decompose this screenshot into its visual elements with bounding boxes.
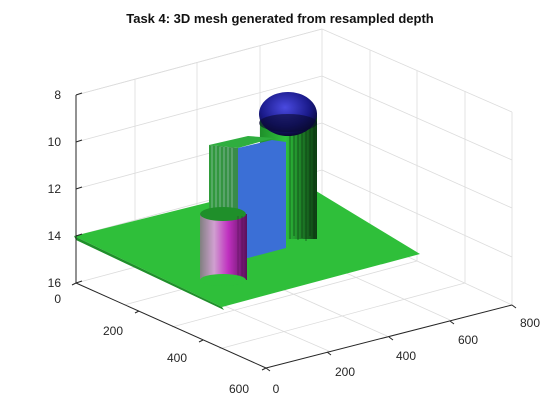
- magenta-cylinder: [200, 207, 247, 286]
- x-tick-label: 600: [229, 382, 249, 396]
- x-axis-line: [75, 282, 267, 369]
- z-tick-label: 10: [48, 135, 62, 149]
- mesh-surface: [74, 92, 420, 310]
- z-tick-label: 8: [54, 88, 61, 102]
- x-axis-ticks: 0 200 400 600: [54, 282, 267, 396]
- magenta-cylinder-top: [200, 207, 246, 221]
- y-tick-label: 200: [335, 365, 355, 379]
- blue-box-top: [209, 136, 274, 148]
- y-tick-label: 0: [273, 382, 280, 396]
- x-tick-label: 400: [167, 351, 187, 365]
- x-tick-label: 0: [54, 292, 61, 306]
- chart-title: Task 4: 3D mesh generated from resampled…: [126, 11, 434, 26]
- y-axis-ticks: 0 200 400 600 800: [265, 304, 540, 396]
- y-tick-label: 800: [520, 316, 540, 330]
- y-tick-label: 400: [396, 349, 416, 363]
- base-plane-shade: [74, 236, 224, 310]
- grid-top-back-right: [321, 28, 513, 113]
- y-axis-line: [265, 304, 513, 369]
- blue-box-right-face: [238, 140, 286, 258]
- z-tick-label: 16: [48, 276, 62, 290]
- axes: 8 10 12 14 16 0 200 400 600 0 200 400 60…: [48, 88, 541, 396]
- z-axis-ticks: 8 10 12 14 16: [48, 88, 83, 290]
- x-tick-label: 200: [103, 324, 123, 338]
- z-tick-label: 12: [48, 182, 62, 196]
- y-grid-right-wall: [369, 50, 466, 283]
- z-tick-label: 14: [48, 229, 62, 243]
- y-tick-label: 600: [458, 333, 478, 347]
